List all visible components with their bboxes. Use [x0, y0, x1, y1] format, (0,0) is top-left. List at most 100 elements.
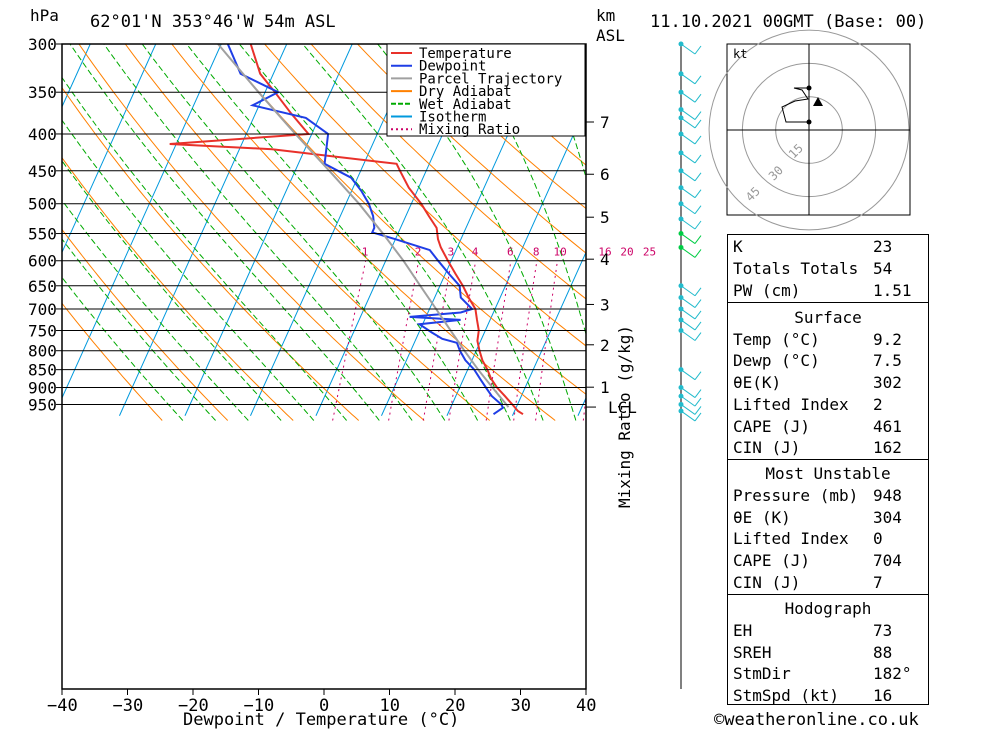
wind-level-dot: [678, 216, 684, 222]
wind-barb: [680, 330, 702, 341]
mixing-ratio-label: 4: [472, 246, 479, 259]
km-unit-label: km: [596, 6, 616, 25]
mu-row-pressure: Pressure (mb) 948: [733, 486, 902, 505]
isotherm-line: [184, 44, 353, 416]
x-tick-label: −20: [178, 696, 209, 716]
wind-level-dot: [678, 71, 684, 77]
wind-level-dot: [678, 283, 684, 289]
wind-barb: [680, 91, 702, 103]
mu-title: Most Unstable: [765, 464, 891, 483]
mixing-ratio-label: 25: [643, 246, 656, 259]
wind-level-dot: [678, 107, 684, 113]
asl-unit-label: ASL: [596, 26, 625, 45]
wind-level-dot: [678, 89, 684, 95]
pressure-tick-label: 550: [28, 225, 57, 244]
wind-barb: [680, 247, 702, 258]
wet-adiabat-line: [62, 199, 249, 421]
mixing-ratio-label: 16: [598, 246, 611, 259]
pressure-tick-label: 950: [28, 395, 57, 414]
wet-adiabat-line: [69, 44, 380, 421]
mixing-ratio-label: 3: [448, 246, 455, 259]
pressure-tick-label: 500: [28, 195, 57, 214]
hodograph-point: [806, 85, 812, 91]
x-tick-label: 20: [445, 696, 465, 716]
wind-barb: [680, 285, 702, 297]
mu-row-cape: CAPE (J) 704: [733, 551, 902, 570]
pressure-unit-label: hPa: [30, 6, 59, 25]
dry-adiabat-line: [403, 44, 586, 210]
wind-level-dot: [678, 408, 684, 414]
index-row-totals: Totals Totals 54: [733, 259, 893, 278]
wet-adiabat-line: [103, 44, 413, 421]
mixing-ratio-label: 2: [415, 246, 422, 259]
pressure-tick-label: 700: [28, 300, 57, 319]
wind-level-dot: [678, 295, 684, 301]
mixing-ratio-label: 6: [507, 246, 514, 259]
pressure-tick-label: 650: [28, 277, 57, 296]
wind-level-dot: [678, 317, 684, 323]
station-location: 62°01'N 353°46'W 54m ASL: [90, 12, 336, 32]
isotherm-line: [62, 44, 222, 400]
km-tick-label: 7: [600, 113, 610, 132]
wind-barb: [680, 187, 702, 199]
legend-entry: Parcel Trajectory: [419, 71, 562, 87]
isotherm-line: [577, 396, 586, 416]
hodograph-unit: kt: [733, 47, 747, 61]
legend-entry: Dewpoint: [419, 59, 486, 75]
x-tick-label: −30: [113, 696, 144, 716]
wind-level-dot: [678, 306, 684, 312]
wet-adiabat-line: [186, 44, 479, 421]
pressure-tick-label: 900: [28, 379, 57, 398]
km-tick-label: 1: [600, 378, 610, 397]
wind-barb: [680, 369, 702, 381]
pressure-tick-label: 850: [28, 361, 57, 380]
isotherm-line: [62, 44, 157, 254]
dry-adiabat-line: [961, 44, 1000, 421]
hodograph-point: [806, 119, 812, 125]
isotherm-line: [512, 251, 586, 416]
legend-box: [386, 43, 586, 137]
wind-barb: [680, 319, 702, 331]
wind-barb: [680, 410, 702, 422]
x-tick-label: 0: [319, 696, 329, 716]
wind-level-dot: [678, 244, 684, 250]
surface-row-cin: CIN (J) 162: [733, 438, 902, 457]
wind-barb: [680, 395, 702, 407]
legend-entry: Mixing Ratio: [419, 122, 520, 138]
hodo-row-sreh: SREH 88: [733, 643, 893, 662]
hodo-row-stmspd: StmSpd (kt) 16: [733, 686, 893, 705]
wet-adiabat-line: [62, 160, 282, 421]
legend-entry: Wet Adiabat: [419, 97, 512, 113]
pressure-tick-label: 800: [28, 342, 57, 361]
wind-level-dot: [678, 150, 684, 156]
x-tick-label: −10: [244, 696, 275, 716]
surface-row-li: Lifted Index 2: [733, 395, 883, 414]
x-tick-label: −40: [47, 696, 78, 716]
mixing-ratio-label: 20: [620, 246, 633, 259]
isotherm-line: [446, 105, 586, 416]
x-tick-label: 10: [380, 696, 400, 716]
wind-level-dot: [678, 115, 684, 121]
km-tick-label: 4: [600, 250, 610, 269]
mu-row-thetae: θE (K) 304: [733, 508, 902, 527]
mixing-ratio-label: 8: [533, 246, 540, 259]
wind-barb: [680, 297, 702, 308]
dry-adiabat-line: [62, 302, 163, 421]
mixing-ratio-line: [388, 260, 420, 421]
wind-barb: [680, 218, 702, 230]
legend-entry: Isotherm: [419, 110, 486, 126]
wet-adiabat-line: [62, 276, 184, 421]
x-tick-label: 30: [511, 696, 531, 716]
indices-panel: K 23 Totals Totals 54 PW (cm) 1.51 Surface …: [727, 234, 929, 705]
x-tick-label: 40: [576, 696, 596, 716]
mu-row-cin: CIN (J) 7: [733, 573, 883, 592]
wind-level-dot: [678, 393, 684, 399]
wind-level-dot: [678, 131, 684, 137]
km-tick-label: 6: [600, 165, 610, 184]
pressure-tick-label: 750: [28, 322, 57, 341]
mixing-ratio-label: 10: [553, 246, 566, 259]
wet-adiabat-line: [538, 44, 586, 180]
wind-level-dot: [678, 41, 684, 47]
index-row-k: K 23: [733, 237, 893, 256]
